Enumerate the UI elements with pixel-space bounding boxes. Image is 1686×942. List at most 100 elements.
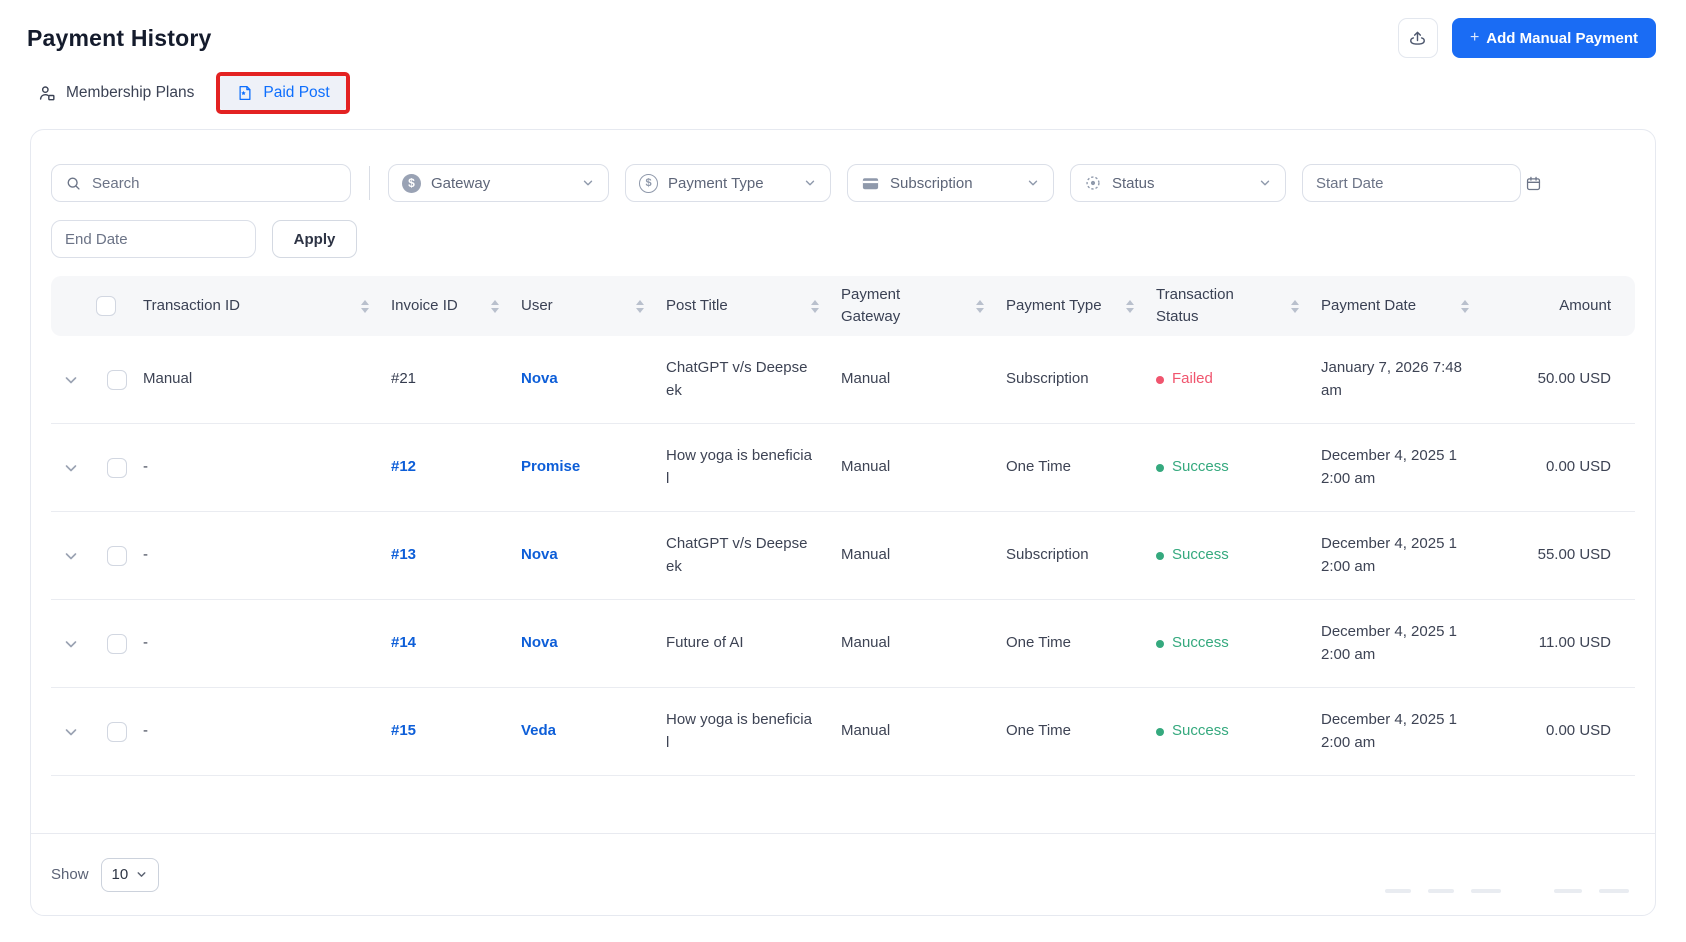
status-label: Failed [1172, 370, 1213, 388]
cell-payment-date: December 4, 2025 12:00 am [1321, 711, 1457, 751]
cell-payment-gateway: Manual [841, 370, 891, 388]
start-date-input[interactable] [1316, 174, 1515, 192]
subscription-dropdown-label: Subscription [890, 174, 973, 192]
tab-membership-plans[interactable]: Membership Plans [37, 83, 194, 103]
user-link[interactable]: Nova [521, 370, 558, 388]
user-link[interactable]: Nova [521, 634, 558, 652]
invoice-link[interactable]: #14 [391, 634, 417, 652]
cell-post-title: Future of AI [666, 634, 744, 652]
cell-amount: 0.00 USD [1545, 458, 1611, 476]
cell-payment-gateway: Manual [841, 458, 891, 476]
table-row: Manual #21 Nova ChatGPT v/s Deepseek Man… [51, 336, 1635, 424]
cell-transaction-status: Failed [1156, 368, 1321, 391]
column-header-payment-gateway[interactable]: Payment Gateway [841, 284, 1006, 328]
cell-user: Promise [521, 456, 666, 479]
add-manual-payment-button[interactable]: + Add Manual Payment [1451, 18, 1656, 58]
row-checkbox[interactable] [107, 721, 127, 742]
invoice-link[interactable]: #21 [391, 370, 417, 388]
cell-payment-date: December 4, 2025 12:00 am [1321, 447, 1457, 487]
top-bar-actions: + Add Manual Payment [1397, 18, 1656, 58]
cell-post-title: How yoga is beneficial [666, 711, 812, 751]
invoice-link[interactable]: #15 [391, 722, 417, 740]
paid-post-document-icon [236, 84, 254, 102]
column-header-payment-date[interactable]: Payment Date [1321, 295, 1491, 317]
status-dot-icon [1156, 551, 1164, 560]
chevron-down-icon [581, 176, 595, 190]
subscription-dropdown[interactable]: Subscription [847, 164, 1054, 202]
row-expand-button[interactable] [51, 372, 91, 388]
sort-icon [811, 299, 819, 313]
row-checkbox[interactable] [107, 457, 127, 478]
column-header-post-title[interactable]: Post Title [666, 295, 841, 317]
sort-icon [636, 299, 644, 313]
page-size-select[interactable]: 10 [100, 857, 160, 892]
cell-transaction-status: Success [1156, 720, 1321, 743]
tab-paid-post[interactable]: Paid Post [220, 76, 346, 110]
sort-icon [1461, 299, 1469, 313]
tab-membership-plans-label: Membership Plans [66, 84, 195, 101]
show-label: Show [51, 866, 89, 883]
column-header-invoice-id[interactable]: Invoice ID [391, 295, 521, 317]
invoice-link[interactable]: #12 [391, 458, 417, 476]
search-input[interactable] [92, 174, 337, 192]
column-header-payment-type[interactable]: Payment Type [1006, 295, 1156, 317]
end-date-input[interactable] [65, 230, 264, 248]
user-link[interactable]: Veda [521, 722, 557, 740]
page-size-value: 10 [111, 866, 129, 883]
table-footer: Show 10 [31, 833, 1655, 915]
add-manual-payment-label: Add Manual Payment [1486, 29, 1638, 47]
apply-button[interactable]: Apply [272, 220, 357, 258]
cell-payment-type: One Time [1006, 634, 1072, 652]
cell-transaction-status: Success [1156, 632, 1321, 655]
payments-table: Transaction ID Invoice ID User Post Titl… [51, 276, 1635, 776]
user-link[interactable]: Nova [521, 546, 558, 564]
cell-amount: 55.00 USD [1537, 546, 1611, 564]
search-icon [65, 175, 82, 192]
calendar-icon[interactable] [1525, 175, 1542, 192]
end-date-field [51, 220, 290, 258]
column-header-transaction-status[interactable]: Transaction Status [1156, 284, 1321, 328]
table-row: - #13 Nova ChatGPT v/s Deepseek Manual S… [51, 512, 1635, 600]
invoice-link[interactable]: #13 [391, 546, 417, 564]
row-checkbox[interactable] [107, 545, 127, 566]
chevron-down-icon [135, 868, 148, 881]
chevron-down-icon [63, 636, 79, 652]
status-dot-icon [1156, 463, 1164, 472]
row-expand-button[interactable] [51, 724, 91, 740]
cell-payment-type: One Time [1006, 458, 1072, 476]
row-expand-button[interactable] [51, 548, 91, 564]
chevron-down-icon [63, 548, 79, 564]
cell-post-title: How yoga is beneficial [666, 447, 812, 487]
user-link[interactable]: Promise [521, 458, 581, 476]
start-date-field [1302, 164, 1541, 202]
export-button[interactable] [1397, 18, 1438, 58]
cell-amount: 11.00 USD [1538, 634, 1611, 652]
dollar-coin-icon: $ [402, 173, 421, 193]
cell-transaction-id: - [143, 722, 148, 740]
cell-invoice-id: #13 [391, 544, 521, 567]
payment-history-card: $ Gateway $ Payment Type Subscription [30, 129, 1656, 916]
cell-payment-date: December 4, 2025 12:00 am [1321, 623, 1457, 663]
chevron-down-icon [63, 460, 79, 476]
column-header-user[interactable]: User [521, 295, 666, 317]
select-all-checkbox[interactable] [96, 296, 116, 316]
gateway-dropdown[interactable]: $ Gateway [388, 164, 609, 202]
row-expand-button[interactable] [51, 460, 91, 476]
chevron-down-icon [1026, 176, 1040, 190]
status-dropdown[interactable]: Status [1070, 164, 1286, 202]
cell-post-title: ChatGPT v/s Deepseek [666, 535, 808, 575]
export-upload-icon [1408, 29, 1427, 48]
status-target-icon [1084, 174, 1102, 192]
row-expand-button[interactable] [51, 636, 91, 652]
filter-bar: $ Gateway $ Payment Type Subscription [31, 130, 1655, 258]
cell-invoice-id: #15 [391, 720, 521, 743]
status-dropdown-label: Status [1112, 174, 1155, 192]
cell-payment-gateway: Manual [841, 546, 891, 564]
row-checkbox[interactable] [107, 369, 127, 390]
payment-type-dropdown[interactable]: $ Payment Type [625, 164, 831, 202]
column-header-transaction-id[interactable]: Transaction ID [143, 295, 391, 317]
chevron-down-icon [63, 724, 79, 740]
row-checkbox[interactable] [107, 633, 127, 654]
cell-payment-type: Subscription [1006, 370, 1089, 388]
tab-paid-post-label: Paid Post [263, 84, 330, 101]
